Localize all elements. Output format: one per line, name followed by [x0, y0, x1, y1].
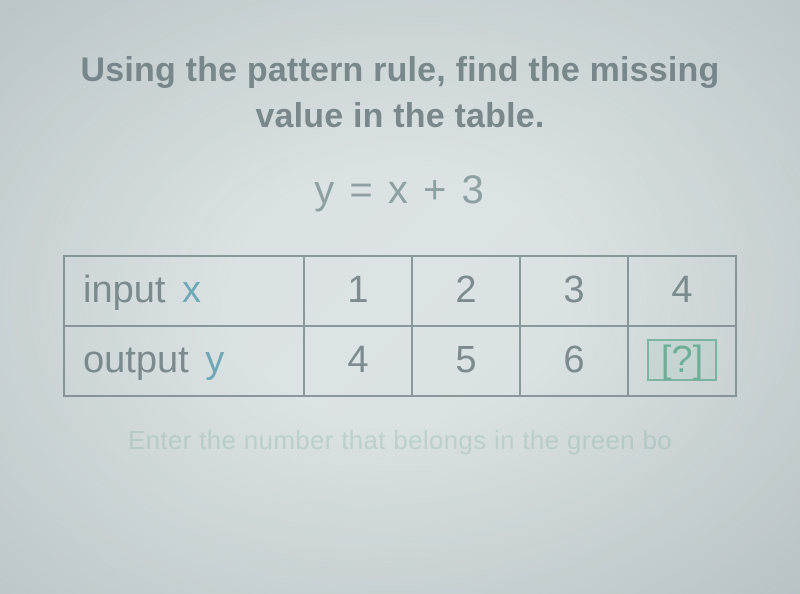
row-var-y: y	[205, 339, 224, 381]
input-cell: 2	[412, 256, 520, 326]
output-cell: 6	[520, 326, 628, 396]
row-label-text: output	[83, 339, 189, 381]
question-prompt: Using the pattern rule, find the missing…	[81, 48, 720, 140]
io-table: input x 1 2 3 4 output y 4 5 6 [?]	[63, 255, 737, 397]
row-label-text: input	[83, 269, 165, 311]
prompt-line-1: Using the pattern rule, find the missing	[81, 51, 720, 89]
answer-cell[interactable]: [?]	[628, 326, 736, 396]
output-row-label: output y	[64, 326, 304, 396]
row-var-x: x	[182, 269, 201, 311]
prompt-line-2: value in the table.	[255, 97, 544, 135]
output-cell: 4	[304, 326, 412, 396]
input-cell: 4	[628, 256, 736, 326]
footer-hint: Enter the number that belongs in the gre…	[128, 425, 672, 456]
input-cell: 1	[304, 256, 412, 326]
table-row: output y 4 5 6 [?]	[64, 326, 736, 396]
answer-box[interactable]: [?]	[647, 339, 717, 381]
input-row-label: input x	[64, 256, 304, 326]
output-cell: 5	[412, 326, 520, 396]
input-cell: 3	[520, 256, 628, 326]
pattern-rule-equation: y = x + 3	[314, 168, 485, 213]
table-row: input x 1 2 3 4	[64, 256, 736, 326]
